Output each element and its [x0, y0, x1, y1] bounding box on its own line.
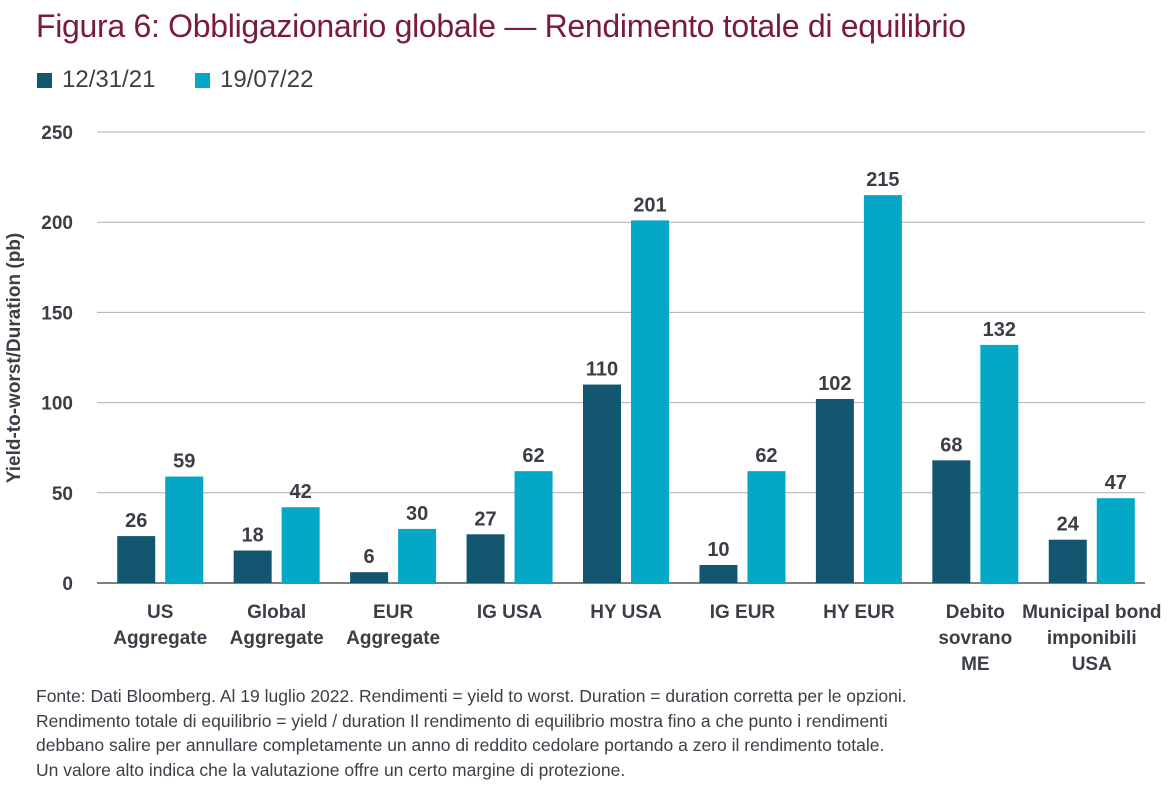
data-label: 27 — [474, 508, 496, 530]
data-label: 47 — [1105, 472, 1127, 494]
y-tick-label: 150 — [41, 303, 73, 324]
bar-2021 — [117, 536, 156, 583]
x-category-label: HY USA — [590, 602, 662, 623]
bar-2022 — [1096, 498, 1135, 583]
bar-2022 — [863, 195, 902, 583]
data-label: 132 — [983, 319, 1016, 341]
bar-2022 — [747, 471, 786, 583]
x-category-label: sovrano — [938, 628, 1012, 649]
data-label: 18 — [242, 525, 264, 547]
footnote-line: Fonte: Dati Bloomberg. Al 19 luglio 2022… — [36, 686, 907, 706]
chart-title: Figura 6: Obbligazionario globale — Rend… — [36, 8, 966, 44]
data-label: 201 — [633, 194, 666, 216]
data-label: 102 — [818, 373, 851, 395]
data-label: 42 — [290, 481, 312, 503]
x-category-label: USA — [1072, 654, 1112, 675]
x-category-label: Aggregate — [230, 628, 324, 649]
x-category-label: Global — [247, 602, 306, 623]
y-tick-label: 200 — [41, 213, 73, 234]
footnote-line: debbano salire per annullare completamen… — [36, 735, 885, 755]
x-category-label: ME — [961, 654, 990, 675]
x-category-label: HY EUR — [823, 602, 895, 623]
legend-item-2: 19/07/22 — [195, 66, 313, 94]
legend-swatch-1 — [37, 72, 52, 88]
x-category-label: EUR — [373, 602, 413, 623]
bar-2021 — [350, 572, 389, 583]
data-label: 215 — [866, 169, 899, 191]
bar-2021 — [233, 550, 272, 583]
bar-2022 — [980, 344, 1019, 583]
data-label: 10 — [707, 539, 729, 561]
x-category-label: Debito — [946, 602, 1005, 623]
legend-label-1: 12/31/21 — [62, 66, 156, 93]
data-label: 62 — [755, 445, 777, 467]
bar-2022 — [514, 471, 553, 583]
y-tick-label: 100 — [41, 394, 73, 415]
legend-label-2: 19/07/22 — [220, 66, 314, 93]
data-label: 110 — [586, 359, 618, 381]
bar-2021 — [815, 398, 854, 583]
x-category-label: US — [147, 602, 173, 623]
y-axis-label: Yield-to-worst/Duration (pb) — [4, 233, 25, 484]
footnote-line: Un valore alto indica che la valutazione… — [36, 759, 626, 780]
y-tick-label: 0 — [62, 574, 73, 595]
y-tick-label: 50 — [52, 484, 73, 505]
bar-2021 — [583, 384, 621, 583]
bar-2022 — [631, 220, 669, 583]
footnote-line: Rendimento totale di equilibrio = yield … — [36, 710, 888, 731]
bar-2022 — [398, 528, 437, 583]
footnote: Fonte: Dati Bloomberg. Al 19 luglio 2022… — [36, 684, 1156, 782]
data-label: 24 — [1057, 514, 1080, 536]
data-label: 68 — [940, 434, 962, 456]
x-category-label: IG USA — [477, 602, 543, 623]
x-category-label: imponibili — [1047, 628, 1137, 649]
data-label: 30 — [406, 503, 428, 525]
data-label: 26 — [125, 510, 147, 532]
legend-swatch-2 — [195, 72, 210, 88]
data-label: 59 — [173, 451, 195, 473]
bar-2021 — [1048, 539, 1087, 583]
bar-2022 — [281, 507, 320, 583]
bar-2021 — [932, 460, 971, 583]
bar-2021 — [699, 564, 738, 583]
x-category-label: IG EUR — [710, 602, 776, 623]
x-category-label: Municipal bond — [1022, 602, 1161, 623]
bar-2022 — [165, 476, 204, 583]
legend-item-1: 12/31/21 — [37, 66, 155, 94]
bar-2021 — [466, 534, 505, 583]
y-tick-label: 250 — [41, 123, 73, 144]
data-label: 6 — [364, 546, 375, 568]
x-category-label: Aggregate — [346, 628, 440, 649]
x-category-label: Aggregate — [113, 628, 207, 649]
data-label: 62 — [522, 445, 544, 467]
